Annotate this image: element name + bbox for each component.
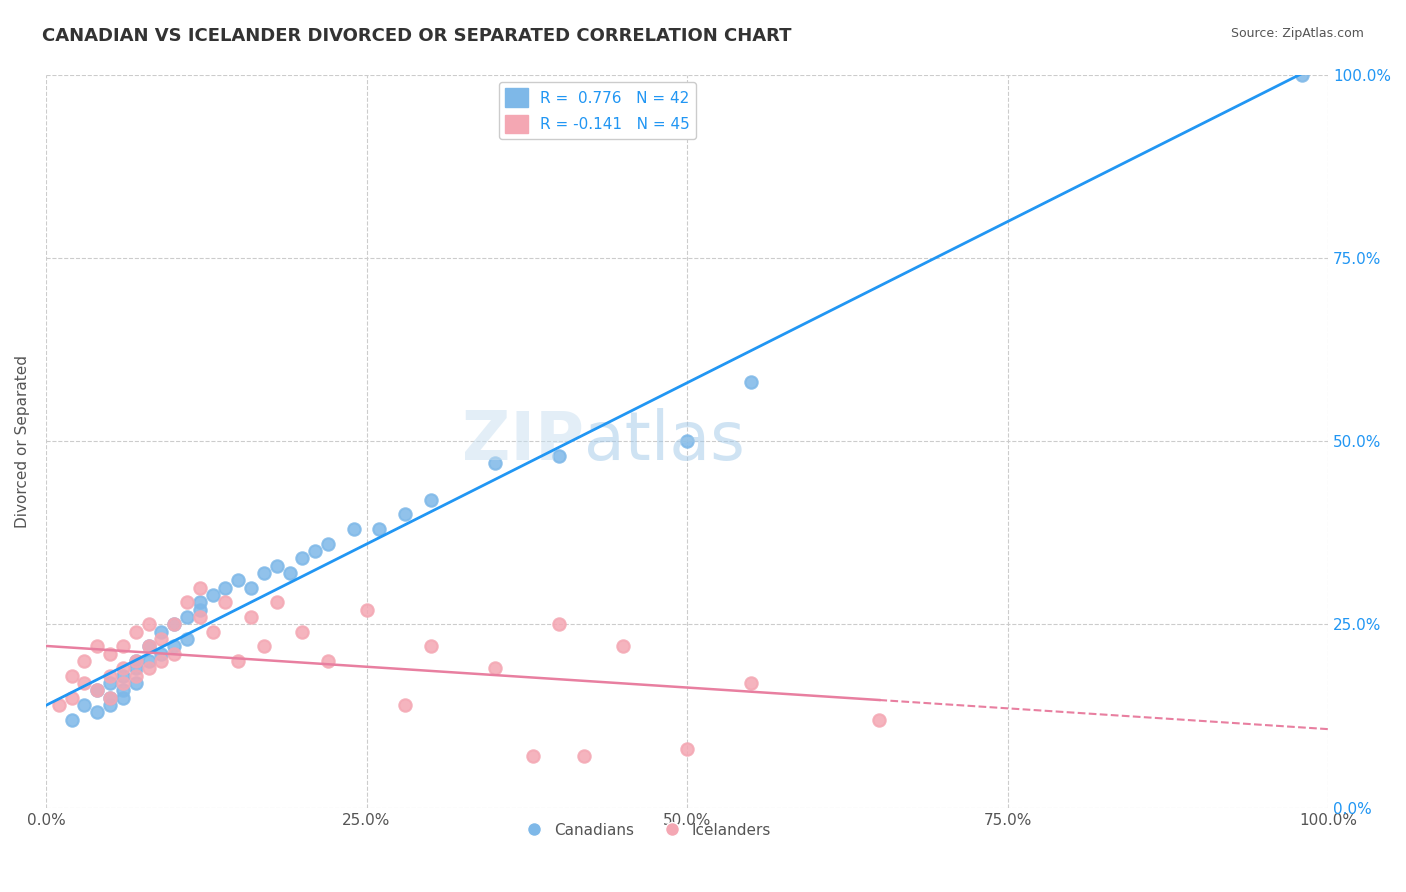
Legend: Canadians, Icelanders: Canadians, Icelanders bbox=[520, 817, 778, 844]
Point bbox=[214, 595, 236, 609]
Point bbox=[86, 683, 108, 698]
Point bbox=[574, 749, 596, 764]
Point bbox=[138, 661, 160, 675]
Point bbox=[125, 661, 148, 675]
Point bbox=[176, 610, 198, 624]
Point bbox=[368, 522, 391, 536]
Text: CANADIAN VS ICELANDER DIVORCED OR SEPARATED CORRELATION CHART: CANADIAN VS ICELANDER DIVORCED OR SEPARA… bbox=[42, 27, 792, 45]
Point bbox=[226, 654, 249, 668]
Point bbox=[138, 640, 160, 654]
Point bbox=[150, 654, 173, 668]
Point bbox=[163, 617, 186, 632]
Y-axis label: Divorced or Separated: Divorced or Separated bbox=[15, 355, 30, 528]
Point bbox=[253, 566, 276, 581]
Text: atlas: atlas bbox=[585, 409, 745, 475]
Point bbox=[676, 742, 699, 756]
Point bbox=[1291, 68, 1313, 82]
Point bbox=[73, 676, 96, 690]
Point bbox=[484, 661, 506, 675]
Point bbox=[291, 624, 314, 639]
Point bbox=[125, 676, 148, 690]
Point bbox=[60, 713, 83, 727]
Point bbox=[125, 654, 148, 668]
Point bbox=[176, 595, 198, 609]
Point bbox=[98, 647, 121, 661]
Point bbox=[676, 434, 699, 449]
Point bbox=[150, 647, 173, 661]
Point bbox=[316, 654, 339, 668]
Point bbox=[740, 376, 762, 390]
Point bbox=[266, 595, 288, 609]
Point bbox=[86, 706, 108, 720]
Point bbox=[201, 624, 224, 639]
Point bbox=[356, 603, 378, 617]
Point bbox=[125, 669, 148, 683]
Point bbox=[125, 624, 148, 639]
Point bbox=[86, 640, 108, 654]
Point bbox=[60, 669, 83, 683]
Point bbox=[240, 610, 263, 624]
Point bbox=[240, 581, 263, 595]
Point bbox=[138, 640, 160, 654]
Point bbox=[98, 690, 121, 705]
Point bbox=[419, 640, 441, 654]
Point bbox=[150, 624, 173, 639]
Point bbox=[176, 632, 198, 646]
Point bbox=[98, 690, 121, 705]
Point bbox=[86, 683, 108, 698]
Point bbox=[316, 537, 339, 551]
Point bbox=[73, 654, 96, 668]
Point bbox=[188, 581, 211, 595]
Point bbox=[214, 581, 236, 595]
Point bbox=[125, 654, 148, 668]
Point bbox=[394, 698, 416, 712]
Point bbox=[226, 574, 249, 588]
Text: Source: ZipAtlas.com: Source: ZipAtlas.com bbox=[1230, 27, 1364, 40]
Point bbox=[304, 544, 326, 558]
Point bbox=[522, 749, 544, 764]
Point bbox=[188, 595, 211, 609]
Point bbox=[163, 647, 186, 661]
Point bbox=[253, 640, 276, 654]
Point bbox=[60, 690, 83, 705]
Point bbox=[201, 588, 224, 602]
Point bbox=[547, 617, 569, 632]
Point bbox=[547, 449, 569, 463]
Point bbox=[419, 492, 441, 507]
Point bbox=[98, 698, 121, 712]
Point bbox=[612, 640, 634, 654]
Point bbox=[73, 698, 96, 712]
Point bbox=[266, 558, 288, 573]
Point bbox=[868, 713, 890, 727]
Point bbox=[98, 669, 121, 683]
Point bbox=[111, 690, 134, 705]
Point bbox=[188, 610, 211, 624]
Point bbox=[111, 661, 134, 675]
Point bbox=[343, 522, 366, 536]
Point bbox=[48, 698, 70, 712]
Point bbox=[163, 617, 186, 632]
Text: ZIP: ZIP bbox=[463, 409, 585, 475]
Point bbox=[138, 617, 160, 632]
Point bbox=[278, 566, 301, 581]
Point bbox=[163, 640, 186, 654]
Point bbox=[188, 603, 211, 617]
Point bbox=[291, 551, 314, 566]
Point bbox=[111, 683, 134, 698]
Point bbox=[138, 654, 160, 668]
Point bbox=[111, 669, 134, 683]
Point bbox=[111, 640, 134, 654]
Point bbox=[111, 676, 134, 690]
Point bbox=[394, 508, 416, 522]
Point bbox=[740, 676, 762, 690]
Point bbox=[484, 456, 506, 470]
Point bbox=[150, 632, 173, 646]
Point bbox=[98, 676, 121, 690]
